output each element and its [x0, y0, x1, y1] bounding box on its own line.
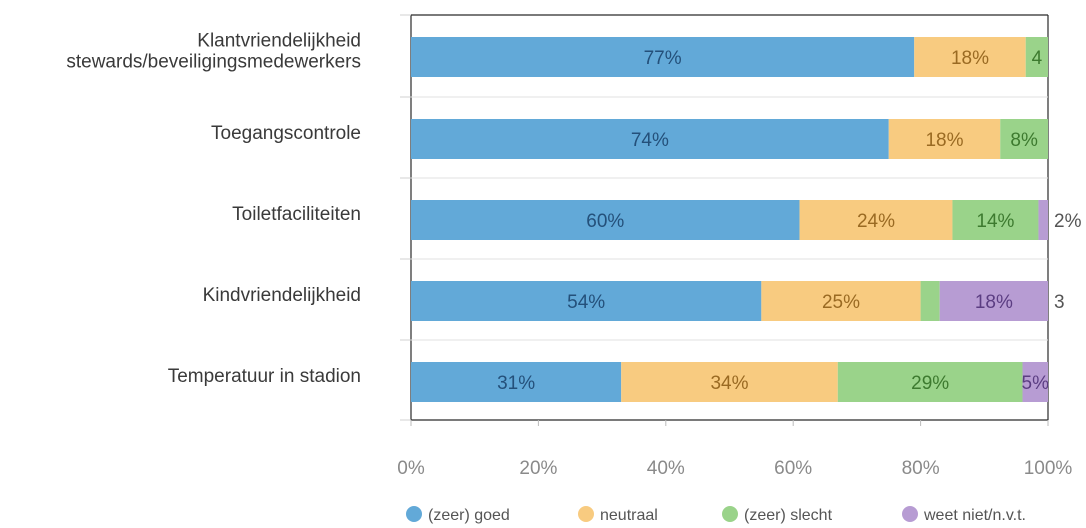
bar-segment	[411, 37, 915, 77]
data-label: 5%	[1022, 373, 1050, 394]
bar-segment	[411, 200, 800, 240]
bar-segment	[411, 119, 889, 159]
category-label: Kindvriendelijkheid	[203, 285, 361, 306]
x-tick-label: 100%	[1024, 458, 1073, 479]
bar-segment	[939, 281, 1048, 321]
legend-label: (zeer) goed	[428, 507, 510, 524]
x-tick-label: 60%	[774, 458, 812, 479]
category-label: stewards/beveiligingsmedewerkers	[66, 52, 361, 73]
legend-marker	[578, 506, 594, 522]
bar-segment	[1025, 37, 1048, 77]
data-label: 18%	[951, 48, 989, 69]
bar-segment	[837, 362, 1023, 402]
data-label: 24%	[857, 211, 895, 232]
bar-segment	[1000, 119, 1048, 159]
bar-segment	[914, 37, 1026, 77]
data-label: 31%	[497, 373, 535, 394]
bar-segment	[411, 281, 762, 321]
bar-segment	[920, 281, 940, 321]
data-label: 54%	[567, 292, 605, 313]
data-label: 34%	[710, 373, 748, 394]
x-tick-label: 20%	[519, 458, 557, 479]
x-tick-label: 80%	[902, 458, 940, 479]
legend-label: neutraal	[600, 507, 658, 524]
category-label: Klantvriendelijkheid	[197, 31, 361, 52]
bar-segment	[799, 200, 953, 240]
legend-marker	[902, 506, 918, 522]
data-label: 77%	[644, 48, 682, 69]
data-label: 8%	[1010, 130, 1038, 151]
data-label: 14%	[976, 211, 1014, 232]
data-label: 29%	[911, 373, 949, 394]
bar-segment	[621, 362, 838, 402]
category-label: Toiletfaciliteiten	[232, 204, 361, 225]
category-label: Toegangscontrole	[211, 123, 361, 144]
bar-segment	[952, 200, 1039, 240]
legend-label: (zeer) slecht	[744, 507, 833, 524]
bar-segment	[1022, 362, 1048, 402]
category-label: Temperatuur in stadion	[168, 366, 361, 387]
bar-segment	[761, 281, 921, 321]
legend-marker	[406, 506, 422, 522]
data-label: 2%	[1054, 211, 1082, 232]
x-tick-label: 0%	[397, 458, 425, 479]
data-label: 3	[1054, 292, 1065, 313]
legend-label: weet niet/n.v.t.	[923, 507, 1026, 524]
data-label: 74%	[631, 130, 669, 151]
data-label: 18%	[925, 130, 963, 151]
data-label: 4	[1032, 48, 1043, 69]
x-tick-label: 40%	[647, 458, 685, 479]
data-label: 25%	[822, 292, 860, 313]
legend-marker	[722, 506, 738, 522]
bar-segment	[888, 119, 1001, 159]
bar-segment	[411, 362, 622, 402]
data-label: 18%	[975, 292, 1013, 313]
data-label: 60%	[586, 211, 624, 232]
bar-segment	[1038, 200, 1048, 240]
